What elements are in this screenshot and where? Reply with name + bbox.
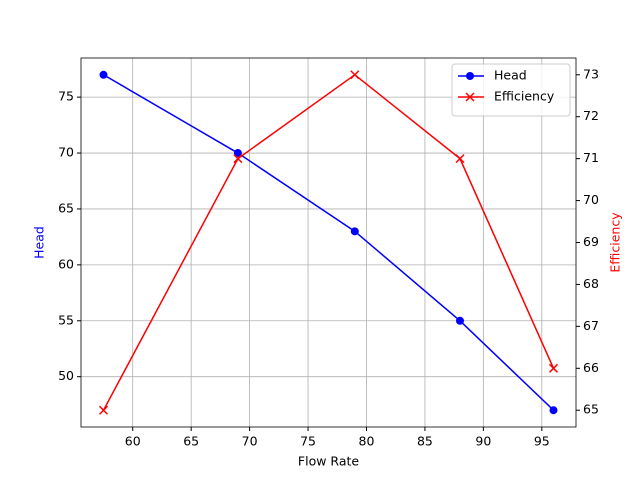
y-tick-label: 65 (58, 200, 74, 215)
y2-tick-label: 72 (583, 108, 599, 123)
x-tick-label: 75 (300, 434, 316, 449)
y2-tick-label: 67 (583, 318, 599, 333)
x-tick-label: 70 (242, 434, 258, 449)
y-tick-label: 70 (58, 145, 74, 160)
y2-tick-label: 65 (583, 402, 599, 417)
y2-tick-label: 73 (583, 66, 599, 81)
marker (233, 154, 243, 164)
y2-tick-label: 71 (583, 150, 599, 165)
legend-label: Head (494, 68, 527, 83)
marker (350, 70, 360, 80)
marker (455, 154, 465, 164)
marker (99, 70, 108, 79)
axes-frame (80, 57, 577, 428)
marker (98, 405, 109, 415)
x-tick-label: 85 (417, 434, 433, 449)
y2-tick-label: 70 (583, 192, 599, 207)
x-tick-label: 95 (534, 434, 550, 449)
y-tick-label: 50 (58, 368, 74, 383)
marker (350, 227, 359, 236)
x-tick-label: 80 (359, 434, 375, 449)
y2-tick-label: 66 (583, 360, 599, 375)
legend: Head Efficiency (451, 63, 571, 117)
legend-marker (465, 92, 475, 102)
y-tick-label: 60 (58, 256, 74, 271)
legend-box (451, 63, 571, 117)
y-axis-label: Head (32, 226, 47, 259)
y2-axis-label: Efficiency (608, 212, 623, 273)
x-tick-label: 60 (125, 434, 141, 449)
y-tick-label: 55 (58, 312, 74, 327)
y2-tick-label: 69 (583, 234, 599, 249)
legend-marker (466, 72, 474, 80)
y2-tick-label: 68 (583, 276, 599, 291)
marker (455, 316, 464, 325)
y-tick-label: 75 (58, 89, 74, 104)
legend-label: Efficiency (494, 89, 555, 104)
marker (233, 149, 242, 158)
marker (548, 363, 559, 373)
x-tick-label: 65 (183, 434, 199, 449)
x-axis-label: Flow Rate (298, 454, 359, 469)
marker (549, 406, 558, 415)
x-tick-label: 90 (475, 434, 491, 449)
